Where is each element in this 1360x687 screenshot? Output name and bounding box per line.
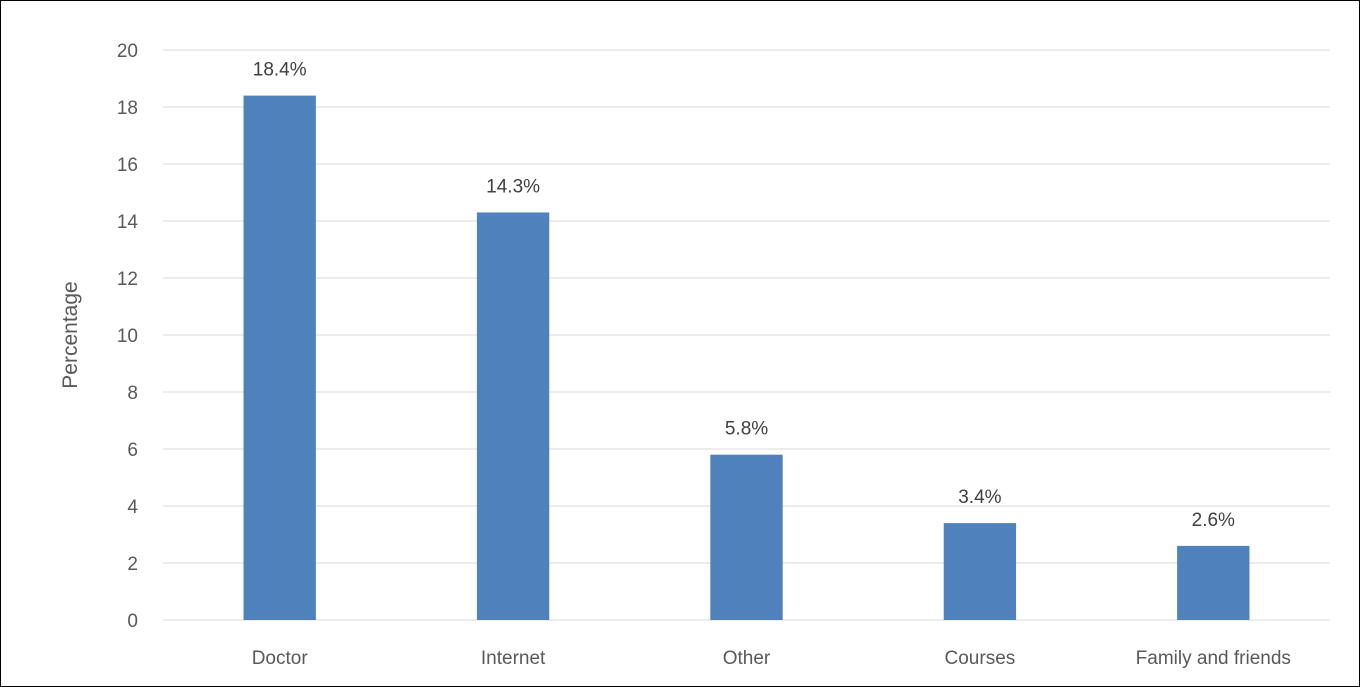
y-tick-label: 6 <box>127 440 138 461</box>
bar-family-and-friends <box>1177 545 1250 620</box>
x-category-label: Courses <box>945 648 1016 669</box>
bar-other <box>710 454 783 620</box>
bar-internet <box>476 212 550 620</box>
gridlines <box>163 49 1330 621</box>
bars <box>243 95 1250 621</box>
y-tick-label: 2 <box>127 554 138 575</box>
y-tick-label: 4 <box>127 497 138 518</box>
x-category-label: Family and friends <box>1136 648 1291 669</box>
bar-doctor <box>243 95 316 621</box>
x-axis-category-labels: Doctor Internet Other Courses Family and fri… <box>252 648 1291 669</box>
y-tick-label: 18 <box>117 98 138 119</box>
bar-courses <box>943 523 1017 620</box>
x-category-label: Other <box>723 648 771 669</box>
y-tick-label: 8 <box>127 383 138 404</box>
y-tick-label: 10 <box>117 326 138 347</box>
y-axis-title: Percentage <box>59 281 82 388</box>
bar-data-label: 3.4% <box>958 487 1001 508</box>
y-tick-label: 14 <box>117 212 139 233</box>
x-category-label: Doctor <box>252 648 309 669</box>
bar-data-label: 14.3% <box>486 176 540 197</box>
y-tick-label: 20 <box>117 41 138 62</box>
y-axis-tick-labels: 0 2 4 6 8 10 12 14 16 18 20 <box>117 41 139 632</box>
bar-data-label: 5.8% <box>725 419 768 440</box>
bar-data-label: 2.6% <box>1192 510 1235 531</box>
y-tick-label: 16 <box>117 155 138 176</box>
x-category-label: Internet <box>481 648 546 669</box>
y-tick-label: 0 <box>127 611 138 632</box>
data-labels: 18.4% 14.3% 5.8% 3.4% 2.6% <box>253 60 1235 531</box>
bar-data-label: 18.4% <box>253 60 307 81</box>
y-tick-label: 12 <box>117 269 138 290</box>
